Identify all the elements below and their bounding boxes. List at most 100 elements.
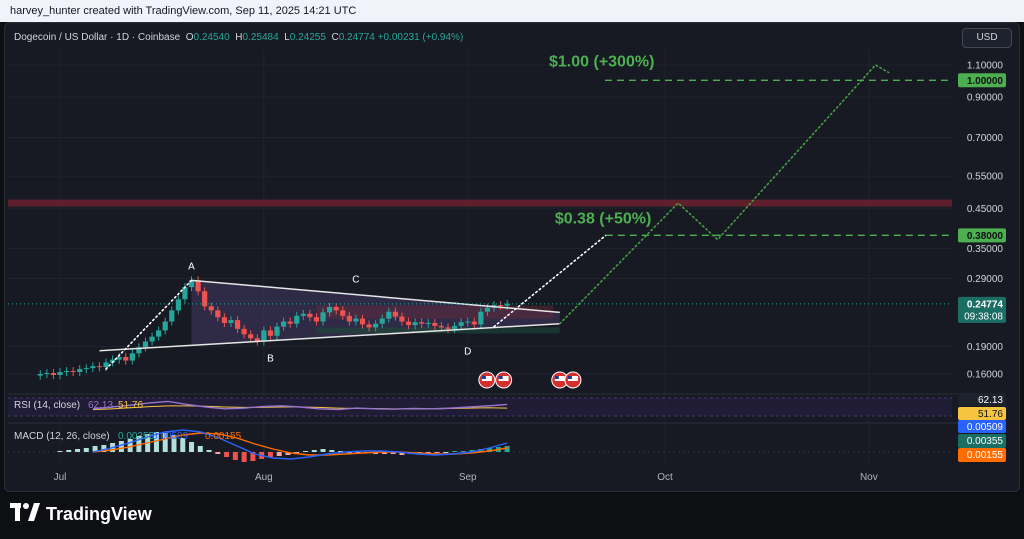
macd-histogram-bar bbox=[294, 452, 300, 453]
candle-body bbox=[320, 312, 326, 322]
macd-histogram-bar bbox=[443, 452, 449, 453]
candle-body bbox=[425, 322, 431, 324]
symbol-legend[interactable]: Dogecoin / US Dollar · 1D · Coinbase O0.… bbox=[14, 32, 463, 43]
breakout-projection-line bbox=[493, 234, 607, 328]
rsi-inline-value: 62.13 bbox=[88, 400, 113, 411]
candle-body bbox=[228, 320, 234, 323]
macd-histogram-bar bbox=[338, 451, 344, 452]
candle-body bbox=[50, 373, 57, 376]
event-flag-stripe bbox=[481, 376, 492, 381]
candle-body bbox=[386, 311, 392, 319]
candle-body bbox=[162, 321, 168, 331]
candle-body bbox=[458, 322, 464, 326]
candle-body bbox=[333, 307, 339, 311]
candle-body bbox=[346, 315, 352, 322]
candle-body bbox=[254, 338, 260, 342]
macd-histogram-bar bbox=[320, 449, 326, 452]
macd-histogram-bar bbox=[452, 451, 458, 452]
macd-hist-axis-value: 0.00355 bbox=[967, 436, 1004, 447]
x-tick-label: Sep bbox=[459, 472, 477, 483]
macd-axis-tag bbox=[958, 420, 1006, 433]
macd-axis-value: 0.00509 bbox=[967, 422, 1004, 433]
low-label: L bbox=[284, 32, 290, 43]
open-value: 0.24540 bbox=[193, 32, 230, 43]
candle-body bbox=[70, 371, 76, 373]
macd-hist-axis-tag bbox=[958, 434, 1006, 448]
rsi-axis-value: 62.13 bbox=[978, 395, 1003, 406]
currency-button[interactable]: USD bbox=[962, 28, 1012, 48]
event-flag-stripe bbox=[567, 376, 578, 381]
event-flag-canton bbox=[481, 376, 486, 379]
x-tick-label: Oct bbox=[657, 472, 673, 483]
rsi-ma-inline-value: 51.76 bbox=[118, 400, 143, 411]
price-tick-label: 0.16000 bbox=[967, 370, 1004, 381]
target-price-tag bbox=[958, 73, 1006, 88]
candle-body bbox=[451, 325, 458, 329]
macd-signal-axis-value: 0.00155 bbox=[967, 450, 1004, 461]
close-value: 0.24774 bbox=[338, 32, 375, 43]
candle-body bbox=[274, 326, 280, 336]
x-tick-label: Nov bbox=[860, 472, 878, 483]
event-flag-canton bbox=[554, 376, 559, 379]
candle-body bbox=[83, 368, 89, 370]
candle-body bbox=[44, 373, 50, 375]
candle-body bbox=[208, 306, 214, 311]
change-value: +0.00231 (+0.94%) bbox=[377, 32, 464, 43]
macd-histogram-bar bbox=[57, 451, 63, 452]
macd-histogram-bar bbox=[153, 432, 159, 452]
supply-box bbox=[316, 305, 554, 319]
price-tick-label: 1.10000 bbox=[967, 61, 1004, 72]
event-flag-stripe bbox=[498, 376, 509, 381]
candle-body bbox=[110, 359, 116, 363]
macd-histogram-bar bbox=[487, 448, 493, 452]
pattern-label-d: D bbox=[464, 347, 471, 358]
macd-histogram-bar bbox=[224, 452, 230, 457]
candle-body bbox=[484, 307, 491, 312]
candle-body bbox=[103, 362, 109, 368]
target-label: $0.38 (+50%) bbox=[555, 210, 652, 227]
countdown-text: 09:38:08 bbox=[964, 311, 1003, 322]
macd-histogram-bar bbox=[399, 452, 405, 455]
candle-body bbox=[294, 315, 300, 324]
candle-body bbox=[307, 313, 313, 318]
macd-histogram-bar bbox=[75, 449, 81, 452]
candle-body bbox=[438, 325, 445, 328]
candle-body bbox=[267, 330, 274, 336]
pattern-label-c: C bbox=[352, 274, 359, 285]
resistance-zone bbox=[8, 199, 952, 207]
macd-histogram-bar bbox=[215, 452, 221, 454]
event-flag-canton bbox=[498, 376, 503, 379]
candle-body bbox=[261, 330, 267, 342]
macd-histogram-bar bbox=[311, 450, 317, 452]
macd-histogram-bar bbox=[162, 433, 168, 452]
price-tick-label: 0.55000 bbox=[967, 172, 1004, 183]
candle-body bbox=[77, 369, 83, 373]
macd-signal-axis-tag bbox=[958, 448, 1006, 462]
macd-histogram-bar bbox=[250, 452, 256, 461]
candle-body bbox=[188, 280, 195, 288]
x-tick-label: Aug bbox=[255, 472, 273, 483]
candle-body bbox=[359, 318, 366, 325]
macd-histogram-bar bbox=[303, 451, 309, 452]
event-flag-canton bbox=[567, 376, 572, 379]
high-label: H bbox=[235, 32, 243, 43]
close-label: C bbox=[331, 32, 339, 43]
rsi-line bbox=[92, 400, 508, 411]
macd-histogram-bar bbox=[180, 438, 186, 452]
macd-histogram-bar bbox=[469, 450, 475, 452]
candle-body bbox=[379, 318, 385, 324]
macd-histogram-bar bbox=[189, 442, 195, 452]
candle-body bbox=[419, 322, 425, 324]
macd-label: MACD (12, 26, close) bbox=[14, 431, 110, 442]
macd-histogram-bar bbox=[381, 452, 387, 454]
attribution-bar: harvey_hunter created with TradingView.c… bbox=[0, 0, 1024, 22]
price-tick-label: 0.45000 bbox=[967, 204, 1004, 215]
candle-body bbox=[221, 317, 228, 323]
candle-body bbox=[182, 287, 188, 300]
last-price-tag bbox=[958, 296, 1006, 323]
tradingview-logo[interactable]: TradingView bbox=[10, 502, 152, 526]
macd-histogram-bar bbox=[267, 452, 273, 457]
price-tick-label: 0.70000 bbox=[967, 133, 1004, 144]
macd-histogram-bar bbox=[390, 452, 396, 454]
